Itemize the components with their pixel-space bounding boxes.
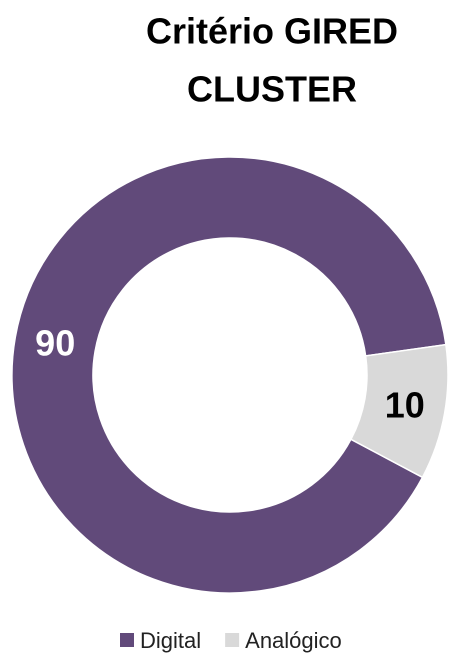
legend-label: Digital [140, 628, 201, 653]
chart-title: Critério GIRED [146, 11, 398, 52]
legend-swatch [120, 633, 134, 647]
value-label: 90 [35, 323, 75, 364]
legend-label: Analógico [245, 628, 342, 653]
legend-swatch [225, 633, 240, 647]
donut-slice [349, 343, 449, 479]
donut-slice [11, 156, 447, 594]
chart-title: CLUSTER [187, 69, 357, 110]
value-label: 10 [385, 384, 425, 425]
